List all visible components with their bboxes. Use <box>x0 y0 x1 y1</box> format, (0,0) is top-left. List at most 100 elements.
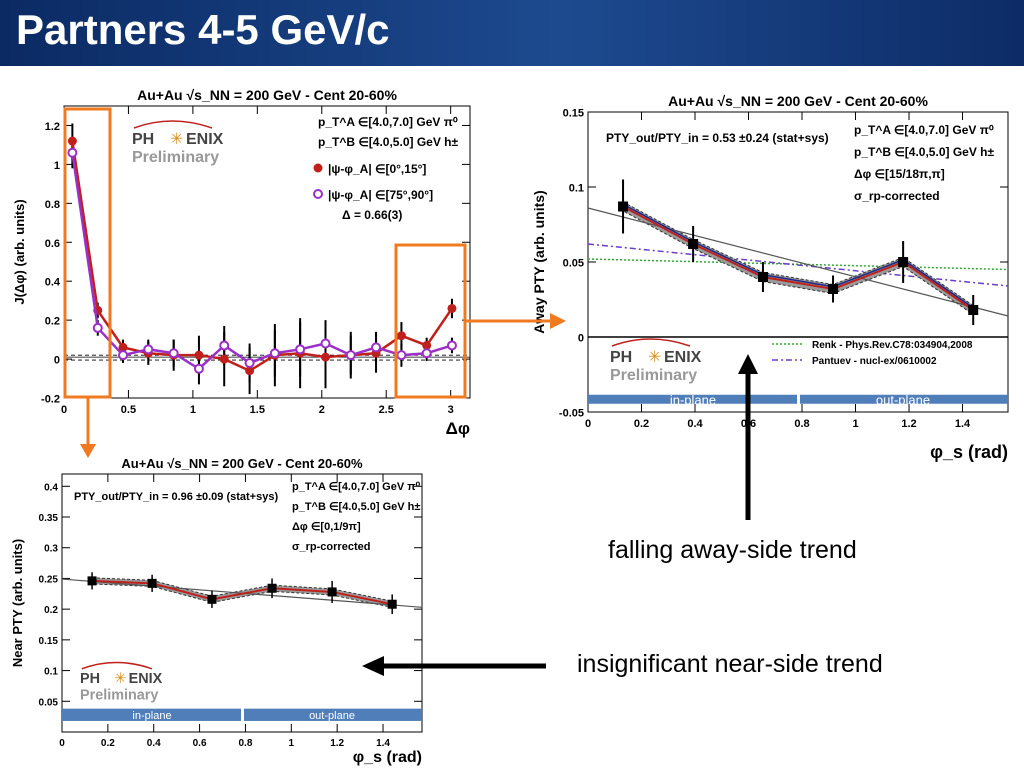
data-point-in-plane <box>447 303 457 313</box>
band-in-plane <box>62 708 241 721</box>
x-tick-label: 0.2 <box>634 418 649 430</box>
band-in-plane <box>588 394 797 404</box>
legend-label-out-plane: |ψ-φ_A| ∈[75°,90°] <box>328 188 433 202</box>
annotation-text: p_T^A ∈[4.0,7.0] GeV π⁰ <box>854 123 994 137</box>
data-point-in-plane <box>245 366 255 376</box>
ratio-text: PTY_out/PTY_in = 0.53 ±0.24 (stat+sys) <box>606 131 829 145</box>
y-tick-label: 0.2 <box>45 316 60 328</box>
y-tick-label: 0.05 <box>39 697 59 708</box>
legend-label-pantuev: Pantuev - nucl-ex/0610002 <box>812 356 937 367</box>
y-tick-label: 0.8 <box>45 199 60 211</box>
legend-label-in-plane: |ψ-φ_A| ∈[0°,15°] <box>328 162 426 176</box>
pantuev-model-line <box>587 243 1009 287</box>
y-tick-label: 0 <box>54 355 60 367</box>
slide-title: Partners 4-5 GeV/c <box>16 6 390 53</box>
band-label-in-plane: in-plane <box>132 710 171 722</box>
x-tick-label: 0.6 <box>193 738 207 749</box>
y-tick-label: 0.05 <box>563 258 584 270</box>
series-line <box>71 140 453 373</box>
logo-swoosh <box>133 120 213 129</box>
y-tick-label: 1.2 <box>45 121 60 133</box>
x-tick-label: 1.2 <box>330 738 344 749</box>
band-label-out-plane: out-plane <box>309 710 355 722</box>
data-point-in-plane <box>396 331 406 341</box>
logo-star: ✳ <box>648 349 661 366</box>
x-tick-label: 0.5 <box>121 404 136 416</box>
x-axis-label: φ_s (rad) <box>353 749 422 766</box>
y-axis-label: Near PTY (arb. units) <box>10 539 25 667</box>
data-point-in-plane <box>219 354 229 364</box>
data-point-out-plane <box>371 342 382 353</box>
data-point <box>688 239 699 249</box>
near-pty-panel: 0 0.2 0.4 0.6 0.8 1 1.2 1.4 0.05 0.1 0.15 0.2 0.25 0.… <box>10 456 423 766</box>
logo-text-right: ENIX <box>129 671 163 687</box>
annotation-text: p_T^A ∈[4.0,7.0] GeV π⁰ <box>292 481 421 493</box>
x-tick-label: 2 <box>319 404 325 416</box>
x-tick-label: 1.5 <box>250 404 265 416</box>
logo-star: ✳ <box>114 671 126 687</box>
x-axis-label: φ_s (rad) <box>930 442 1008 462</box>
y-tick-label: -0.05 <box>559 408 584 420</box>
x-tick-label: 1.2 <box>901 418 916 430</box>
legend-marker-out-plane <box>313 189 323 199</box>
y-tick-label: 0.15 <box>39 636 59 647</box>
x-tick-label: 1 <box>852 418 858 430</box>
x-tick-label: 2.5 <box>379 404 394 416</box>
data-point-in-plane <box>118 342 128 352</box>
logo-text-right: ENIX <box>664 349 702 366</box>
data-point-in-plane <box>194 350 204 360</box>
away-trend-caption: falling away-side trend <box>608 536 857 564</box>
logo-text-left: PH <box>80 671 100 687</box>
data-point-out-plane <box>193 363 204 374</box>
data-point-out-plane <box>421 348 432 359</box>
y-tick-label: 0.4 <box>44 482 58 493</box>
data-point-out-plane <box>396 350 407 361</box>
y-tick-label: 0.2 <box>44 605 58 616</box>
annotation-text: σ_rp-corrected <box>854 189 940 203</box>
annotation-delta: Δ = 0.66(3) <box>342 208 402 222</box>
data-point-out-plane <box>168 348 179 359</box>
series-line <box>91 579 393 606</box>
x-tick-label: 0 <box>585 418 591 430</box>
y-tick-label: 0.6 <box>45 238 60 250</box>
annotation-text: Δφ ∈[0,1/9π] <box>292 521 361 533</box>
correlation-panel: 0 0.5 1 1.5 2 2.5 3-0.200.20.40.60.811.2Au+Au … <box>12 88 471 438</box>
annotation-text: p_T^B ∈[4.0,5.0] GeV h± <box>292 501 420 513</box>
data-point-in-plane <box>321 352 331 362</box>
x-tick-label: 0.4 <box>687 418 703 430</box>
band-out-plane <box>244 708 422 721</box>
logo-preliminary: Preliminary <box>132 149 219 166</box>
chart-title: Au+Au √s_NN = 200 GeV - Cent 20-60% <box>121 456 363 471</box>
band-label-out-plane: out-plane <box>876 392 930 407</box>
y-tick-label: 0.4 <box>45 277 61 289</box>
y-tick-label: 0.25 <box>39 574 59 585</box>
x-tick-label: 0 <box>61 404 67 416</box>
data-point <box>87 576 97 586</box>
logo-star: ✳ <box>170 131 183 148</box>
data-point-out-plane <box>92 322 103 333</box>
data-point-out-plane <box>345 350 356 361</box>
y-tick-label: 0.35 <box>39 513 59 524</box>
data-point-out-plane <box>67 147 78 158</box>
data-point-out-plane <box>143 344 154 355</box>
x-tick-label: 1 <box>289 738 295 749</box>
chart-title: Au+Au √s_NN = 200 GeV - Cent 20-60% <box>137 88 397 103</box>
legend-label-renk: Renk - Phys.Rev.C78:034904,2008 <box>812 340 973 351</box>
x-tick-label: 0.4 <box>147 738 161 749</box>
x-tick-label: 0.8 <box>238 738 252 749</box>
band-label-in-plane: in-plane <box>670 392 716 407</box>
data-point <box>968 305 979 315</box>
x-tick-label: 1.4 <box>955 418 971 430</box>
x-axis-label: Δφ <box>446 419 470 438</box>
annotation-text: σ_rp-corrected <box>292 541 370 553</box>
data-point <box>327 587 337 597</box>
series-line <box>71 152 453 371</box>
data-point <box>387 599 397 609</box>
logo-text-left: PH <box>610 349 632 366</box>
x-tick-label: 1 <box>190 404 196 416</box>
logo-preliminary: Preliminary <box>80 687 158 703</box>
data-point-out-plane <box>295 344 306 355</box>
x-tick-label: 0 <box>59 738 65 749</box>
data-point-in-plane <box>67 136 77 146</box>
logo-swoosh <box>81 661 153 670</box>
